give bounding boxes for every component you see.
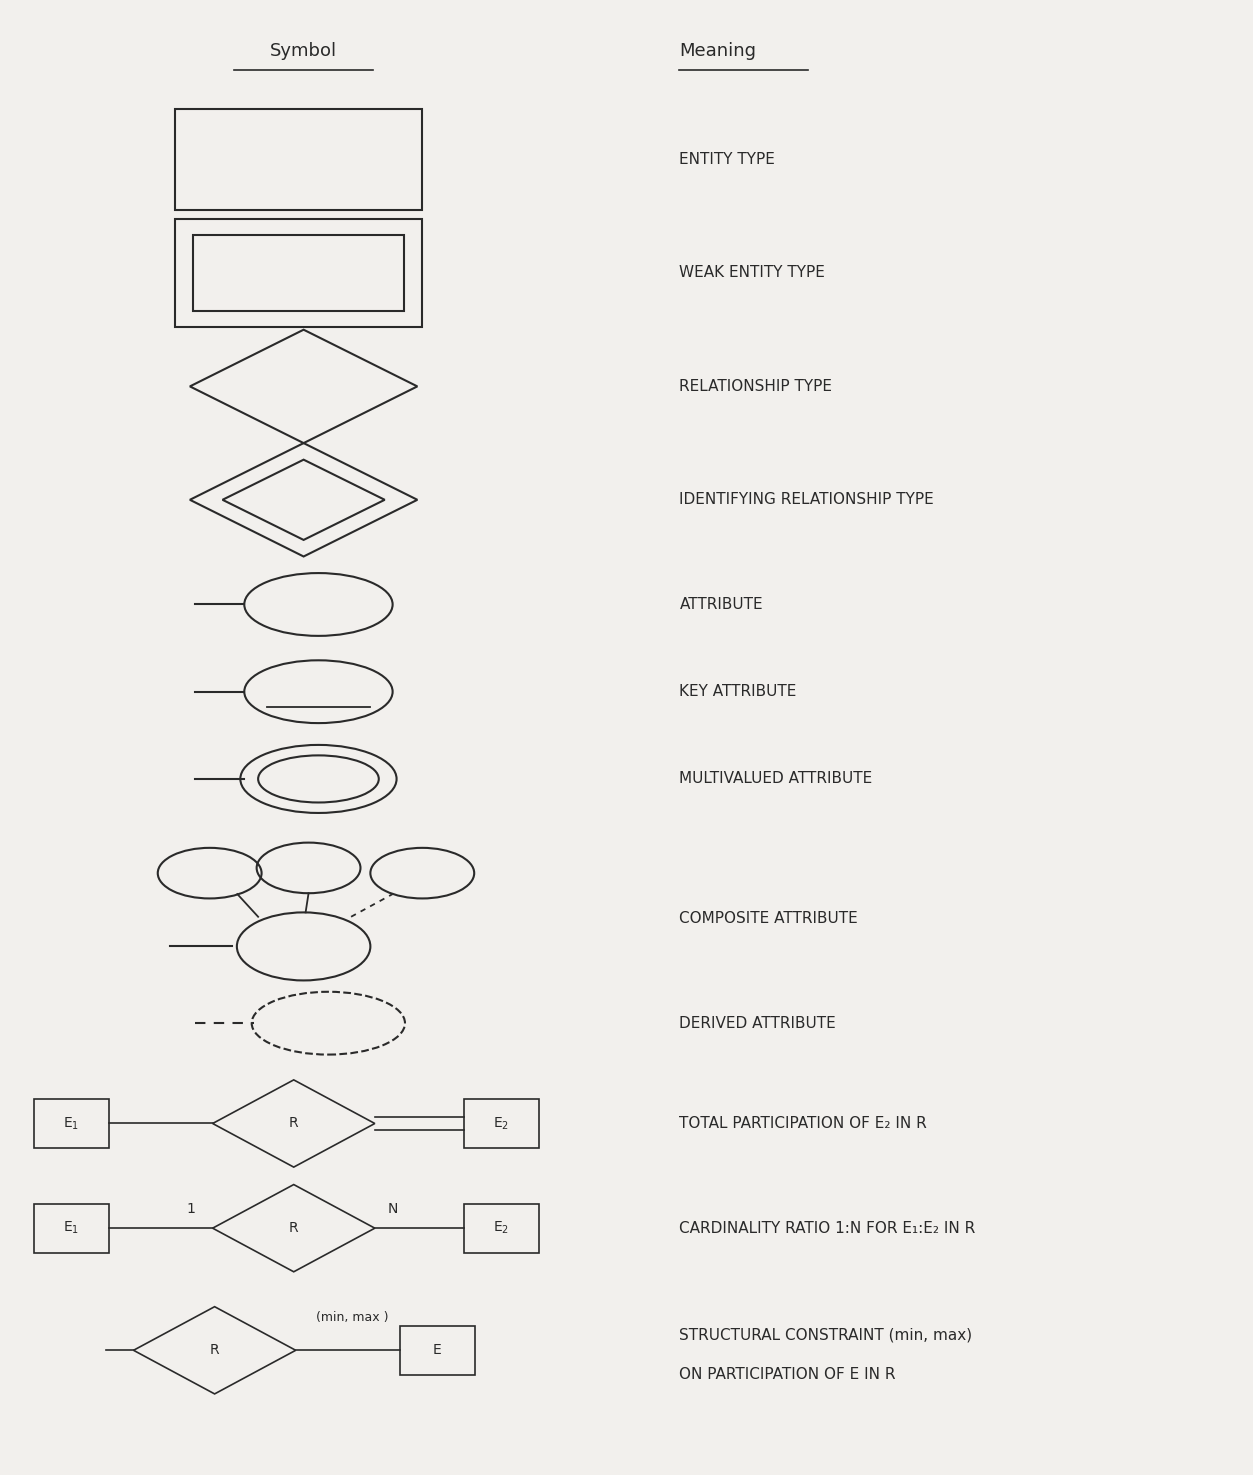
Text: 1: 1	[187, 1202, 195, 1215]
Text: R: R	[289, 1221, 298, 1235]
Text: E$_1$: E$_1$	[63, 1115, 79, 1131]
Bar	[464, 1099, 539, 1148]
Text: E$_2$: E$_2$	[494, 1115, 510, 1131]
Text: E: E	[432, 1344, 441, 1357]
Text: Meaning: Meaning	[679, 41, 757, 59]
Bar	[34, 1204, 109, 1252]
Text: E$_2$: E$_2$	[494, 1220, 510, 1236]
Bar	[464, 1204, 539, 1252]
Text: Symbol: Symbol	[271, 41, 337, 59]
Text: COMPOSITE ATTRIBUTE: COMPOSITE ATTRIBUTE	[679, 912, 858, 926]
Text: RELATIONSHIP TYPE: RELATIONSHIP TYPE	[679, 379, 832, 394]
Text: KEY ATTRIBUTE: KEY ATTRIBUTE	[679, 684, 797, 699]
Text: IDENTIFYING RELATIONSHIP TYPE: IDENTIFYING RELATIONSHIP TYPE	[679, 493, 935, 507]
Text: MULTIVALUED ATTRIBUTE: MULTIVALUED ATTRIBUTE	[679, 771, 872, 786]
Text: TOTAL PARTICIPATION OF E₂ IN R: TOTAL PARTICIPATION OF E₂ IN R	[679, 1117, 927, 1131]
Bar	[175, 109, 422, 211]
Text: ON PARTICIPATION OF E IN R: ON PARTICIPATION OF E IN R	[679, 1367, 896, 1382]
Text: ATTRIBUTE: ATTRIBUTE	[679, 597, 763, 612]
Text: R: R	[209, 1344, 219, 1357]
Bar	[400, 1326, 475, 1375]
Bar	[193, 235, 405, 311]
Text: STRUCTURAL CONSTRAINT (min, max): STRUCTURAL CONSTRAINT (min, max)	[679, 1328, 972, 1342]
Text: R: R	[289, 1117, 298, 1130]
Text: (min, max ): (min, max )	[316, 1311, 388, 1323]
Bar	[34, 1099, 109, 1148]
Text: ENTITY TYPE: ENTITY TYPE	[679, 152, 776, 167]
Text: E$_1$: E$_1$	[63, 1220, 79, 1236]
Text: DERIVED ATTRIBUTE: DERIVED ATTRIBUTE	[679, 1016, 836, 1031]
Bar	[175, 218, 422, 327]
Text: WEAK ENTITY TYPE: WEAK ENTITY TYPE	[679, 266, 826, 280]
Text: CARDINALITY RATIO 1:N FOR E₁:E₂ IN R: CARDINALITY RATIO 1:N FOR E₁:E₂ IN R	[679, 1221, 976, 1236]
Text: N: N	[387, 1202, 397, 1215]
